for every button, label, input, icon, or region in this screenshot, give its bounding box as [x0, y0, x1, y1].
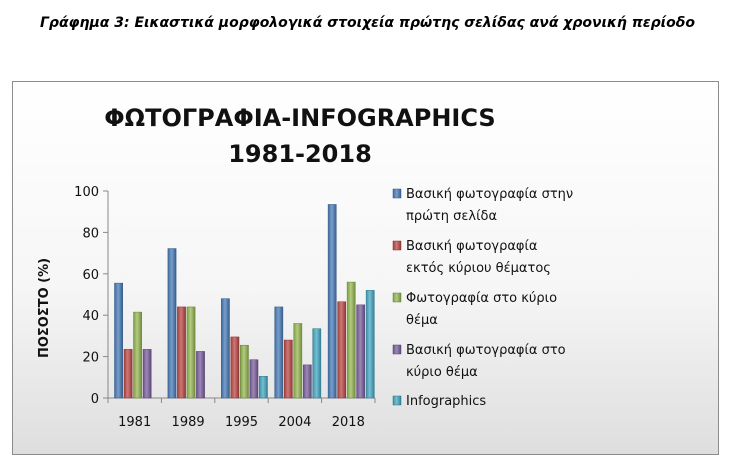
- legend-label: εκτός κύριου θέματος: [406, 261, 551, 276]
- legend-swatch: [392, 240, 402, 251]
- bar-1995-series-5: [259, 376, 268, 399]
- bar-2004-series-5: [312, 328, 322, 399]
- bar-2018-series-5: [365, 290, 375, 399]
- legend-label: πρώτη σελίδα: [406, 209, 497, 224]
- x-tick-label: 1981: [118, 415, 151, 430]
- x-tick-label: 2018: [332, 415, 365, 430]
- bar-1989-series-2: [177, 306, 186, 399]
- chart-area: ΦΩΤΟΓΡΑΦΙΑ-INFOGRAPHICS 1981-2018 ΠΟΣΟΣΤ…: [12, 81, 719, 455]
- figure-caption: Γράφημα 3: Εικαστικά μορφολογικά στοιχεί…: [40, 15, 695, 31]
- bar-1989-series-4: [196, 351, 205, 399]
- chart-title-line-1: ΦΩΤΟΓΡΑΦΙΑ-INFOGRAPHICS: [104, 104, 495, 132]
- bar-1981-series-1: [114, 282, 123, 399]
- bar-1981-series-3: [133, 311, 142, 399]
- legend-swatch: [392, 395, 402, 406]
- bar-2004-series-3: [293, 323, 303, 399]
- bar-1981-series-4: [142, 349, 152, 399]
- legend: Βασική φωτογραφία στην πρώτη σελίδα Βασική…: [392, 187, 573, 409]
- bar-1989-series-3: [186, 306, 196, 399]
- y-tick-label: 80: [82, 226, 99, 241]
- y-tick-label: 40: [82, 309, 99, 324]
- bar-2004-series-1: [274, 306, 284, 399]
- x-tick-label: 1989: [172, 415, 205, 430]
- legend-swatch: [392, 292, 402, 303]
- bar-2004-series-4: [302, 364, 312, 399]
- bar-1981-series-2: [123, 349, 133, 399]
- legend-label: Βασική φωτογραφία στο: [406, 343, 566, 358]
- bar-2018-series-2: [337, 301, 347, 399]
- bar-1995-series-2: [230, 336, 240, 399]
- y-tick-label: 100: [74, 185, 99, 200]
- chart-title-line-2: 1981-2018: [228, 140, 372, 168]
- plot-area: 0 20 40 60 80 100 1981 1989 1995 2004 2018: [74, 185, 376, 430]
- legend-label: κύριο θέμα: [406, 365, 478, 380]
- bar-2018-series-4: [356, 304, 366, 399]
- bar-2018-series-1: [327, 204, 337, 399]
- legend-swatch: [392, 344, 402, 355]
- bar-1995-series-1: [221, 298, 230, 399]
- bar-1989-series-1: [167, 248, 177, 399]
- bar-2018-series-3: [346, 281, 356, 399]
- legend-label: θέμα: [406, 313, 438, 328]
- y-tick-label: 60: [82, 268, 99, 283]
- y-axis-label: ΠΟΣΟΣΤΟ (%): [37, 258, 52, 358]
- legend-label: Βασική φωτογραφία στην: [406, 187, 573, 202]
- legend-label: Φωτογραφία στο κύριο: [406, 291, 557, 306]
- y-tick-label: 0: [91, 392, 99, 407]
- y-tick-label: 20: [82, 351, 99, 366]
- x-tick-label: 1995: [225, 415, 258, 430]
- x-tick-label: 2004: [278, 415, 311, 430]
- bar-2004-series-2: [283, 339, 293, 399]
- bar-1995-series-3: [240, 344, 249, 399]
- bar-chart: ΦΩΤΟΓΡΑΦΙΑ-INFOGRAPHICS 1981-2018 ΠΟΣΟΣΤ…: [37, 104, 573, 430]
- legend-label: Βασική φωτογραφία: [406, 239, 537, 254]
- legend-swatch: [392, 188, 402, 199]
- bar-1995-series-4: [249, 359, 259, 399]
- legend-label: Infographics: [406, 394, 486, 409]
